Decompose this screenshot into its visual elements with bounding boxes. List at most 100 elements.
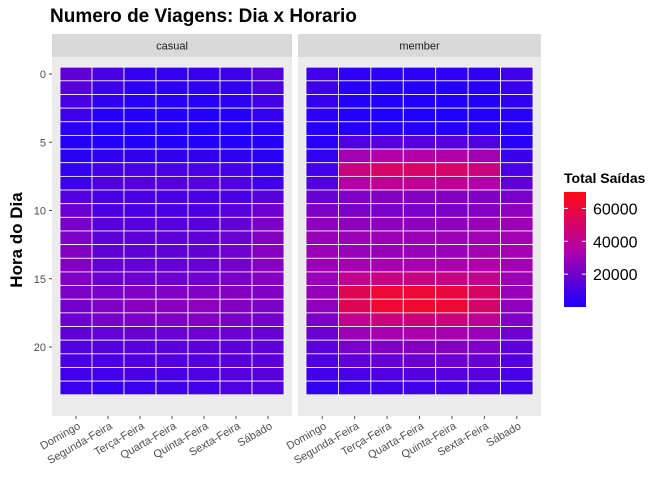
heatmap-cell bbox=[59, 148, 93, 164]
heatmap-cell bbox=[123, 162, 157, 177]
heatmap-cell bbox=[402, 135, 437, 150]
heatmap-cell bbox=[467, 148, 501, 164]
heatmap-cell bbox=[187, 339, 221, 355]
heatmap-cell bbox=[59, 339, 93, 355]
heatmap-cell bbox=[251, 380, 285, 396]
heatmap-cell bbox=[370, 380, 404, 396]
heatmap-cell bbox=[402, 189, 437, 205]
heatmap-cell bbox=[500, 107, 534, 123]
heatmap-cell bbox=[155, 380, 189, 396]
heatmap-cell bbox=[305, 285, 339, 300]
heatmap-cell bbox=[305, 189, 339, 205]
heatmap-cell bbox=[251, 94, 285, 109]
heatmap-cell bbox=[500, 244, 534, 259]
heatmap-cell bbox=[305, 148, 339, 164]
heatmap-cell bbox=[59, 257, 93, 273]
heatmap-cell bbox=[500, 189, 534, 205]
heatmap-cell bbox=[435, 135, 469, 150]
heatmap-cell bbox=[338, 203, 372, 218]
heatmap-cell bbox=[91, 339, 125, 355]
heatmap-cell bbox=[123, 80, 157, 95]
heatmap-cell bbox=[251, 257, 285, 273]
heatmap-cell bbox=[467, 216, 501, 232]
heatmap-cell bbox=[219, 121, 253, 136]
heatmap-cell bbox=[187, 380, 221, 396]
heatmap-cell bbox=[251, 216, 285, 232]
heatmap-cell bbox=[251, 339, 285, 355]
heatmap-cell bbox=[500, 298, 534, 314]
heatmap-cell bbox=[338, 148, 372, 164]
heatmap-cell bbox=[370, 230, 404, 246]
heatmap-cell bbox=[219, 244, 253, 259]
legend-tick-label: 40000 bbox=[593, 234, 638, 251]
heatmap-cell bbox=[91, 353, 125, 368]
heatmap-cell bbox=[467, 230, 501, 246]
heatmap-cell bbox=[123, 367, 157, 382]
heatmap-cell bbox=[251, 66, 285, 82]
legend-title: Total Saídas bbox=[564, 170, 646, 186]
heatmap-cell bbox=[435, 148, 469, 164]
heatmap-cell bbox=[91, 380, 125, 396]
heatmap-cell bbox=[338, 353, 372, 368]
y-tick-label: 0 bbox=[40, 69, 46, 81]
heatmap-cell bbox=[435, 326, 469, 341]
heatmap-cell bbox=[435, 216, 469, 232]
heatmap-cell bbox=[402, 257, 437, 273]
heatmap-cell bbox=[251, 148, 285, 164]
heatmap-cell bbox=[500, 162, 534, 177]
heatmap-cell bbox=[219, 107, 253, 123]
heatmap-cell bbox=[338, 257, 372, 273]
heatmap-cell bbox=[370, 135, 404, 150]
heatmap-cell bbox=[155, 312, 189, 327]
heatmap-cell bbox=[402, 148, 437, 164]
heatmap-cell bbox=[91, 257, 125, 273]
heatmap-cell bbox=[435, 285, 469, 300]
heatmap-cell bbox=[155, 94, 189, 109]
heatmap-cell bbox=[435, 189, 469, 205]
heatmap-cell bbox=[187, 80, 221, 95]
heatmap-cell bbox=[123, 121, 157, 136]
facet-panel-casual: casual bbox=[52, 34, 292, 416]
heatmap-cell bbox=[219, 162, 253, 177]
heatmap-cell bbox=[435, 175, 469, 191]
heatmap-cell bbox=[338, 339, 372, 355]
heatmap-cell bbox=[155, 107, 189, 123]
heatmap-cell bbox=[500, 121, 534, 136]
heatmap-cell bbox=[500, 326, 534, 341]
heatmap-cell bbox=[370, 216, 404, 232]
heatmap-cell bbox=[467, 175, 501, 191]
heatmap-cell bbox=[305, 257, 339, 273]
heatmap-cell bbox=[467, 353, 501, 368]
heatmap-cell bbox=[338, 121, 372, 136]
heatmap-cell bbox=[338, 326, 372, 341]
heatmap-cell bbox=[155, 66, 189, 82]
heatmap-cell bbox=[219, 80, 253, 95]
heatmap-cell bbox=[402, 244, 437, 259]
heatmap-cell bbox=[467, 298, 501, 314]
heatmap-cell bbox=[402, 339, 437, 355]
heatmap-cell bbox=[251, 189, 285, 205]
heatmap-cell bbox=[187, 107, 221, 123]
heatmap-cell bbox=[187, 135, 221, 150]
heatmap-cell bbox=[338, 271, 372, 286]
heatmap-cell bbox=[402, 298, 437, 314]
heatmap-cell bbox=[251, 312, 285, 327]
heatmap-cells bbox=[305, 66, 534, 396]
heatmap-cell bbox=[123, 203, 157, 218]
heatmap-cell bbox=[59, 271, 93, 286]
heatmap-cell bbox=[467, 339, 501, 355]
heatmap-cell bbox=[123, 298, 157, 314]
heatmap-cell bbox=[91, 148, 125, 164]
heatmap-cell bbox=[305, 216, 339, 232]
heatmap-cell bbox=[305, 353, 339, 368]
heatmap-cell bbox=[251, 121, 285, 136]
heatmap-cell bbox=[338, 94, 372, 109]
heatmap-cell bbox=[435, 80, 469, 95]
heatmap-cell bbox=[59, 298, 93, 314]
heatmap-cell bbox=[219, 66, 253, 82]
heatmap-cell bbox=[123, 148, 157, 164]
heatmap-cell bbox=[219, 175, 253, 191]
heatmap-cell bbox=[467, 257, 501, 273]
heatmap-cell bbox=[435, 244, 469, 259]
heatmap-cell bbox=[500, 353, 534, 368]
